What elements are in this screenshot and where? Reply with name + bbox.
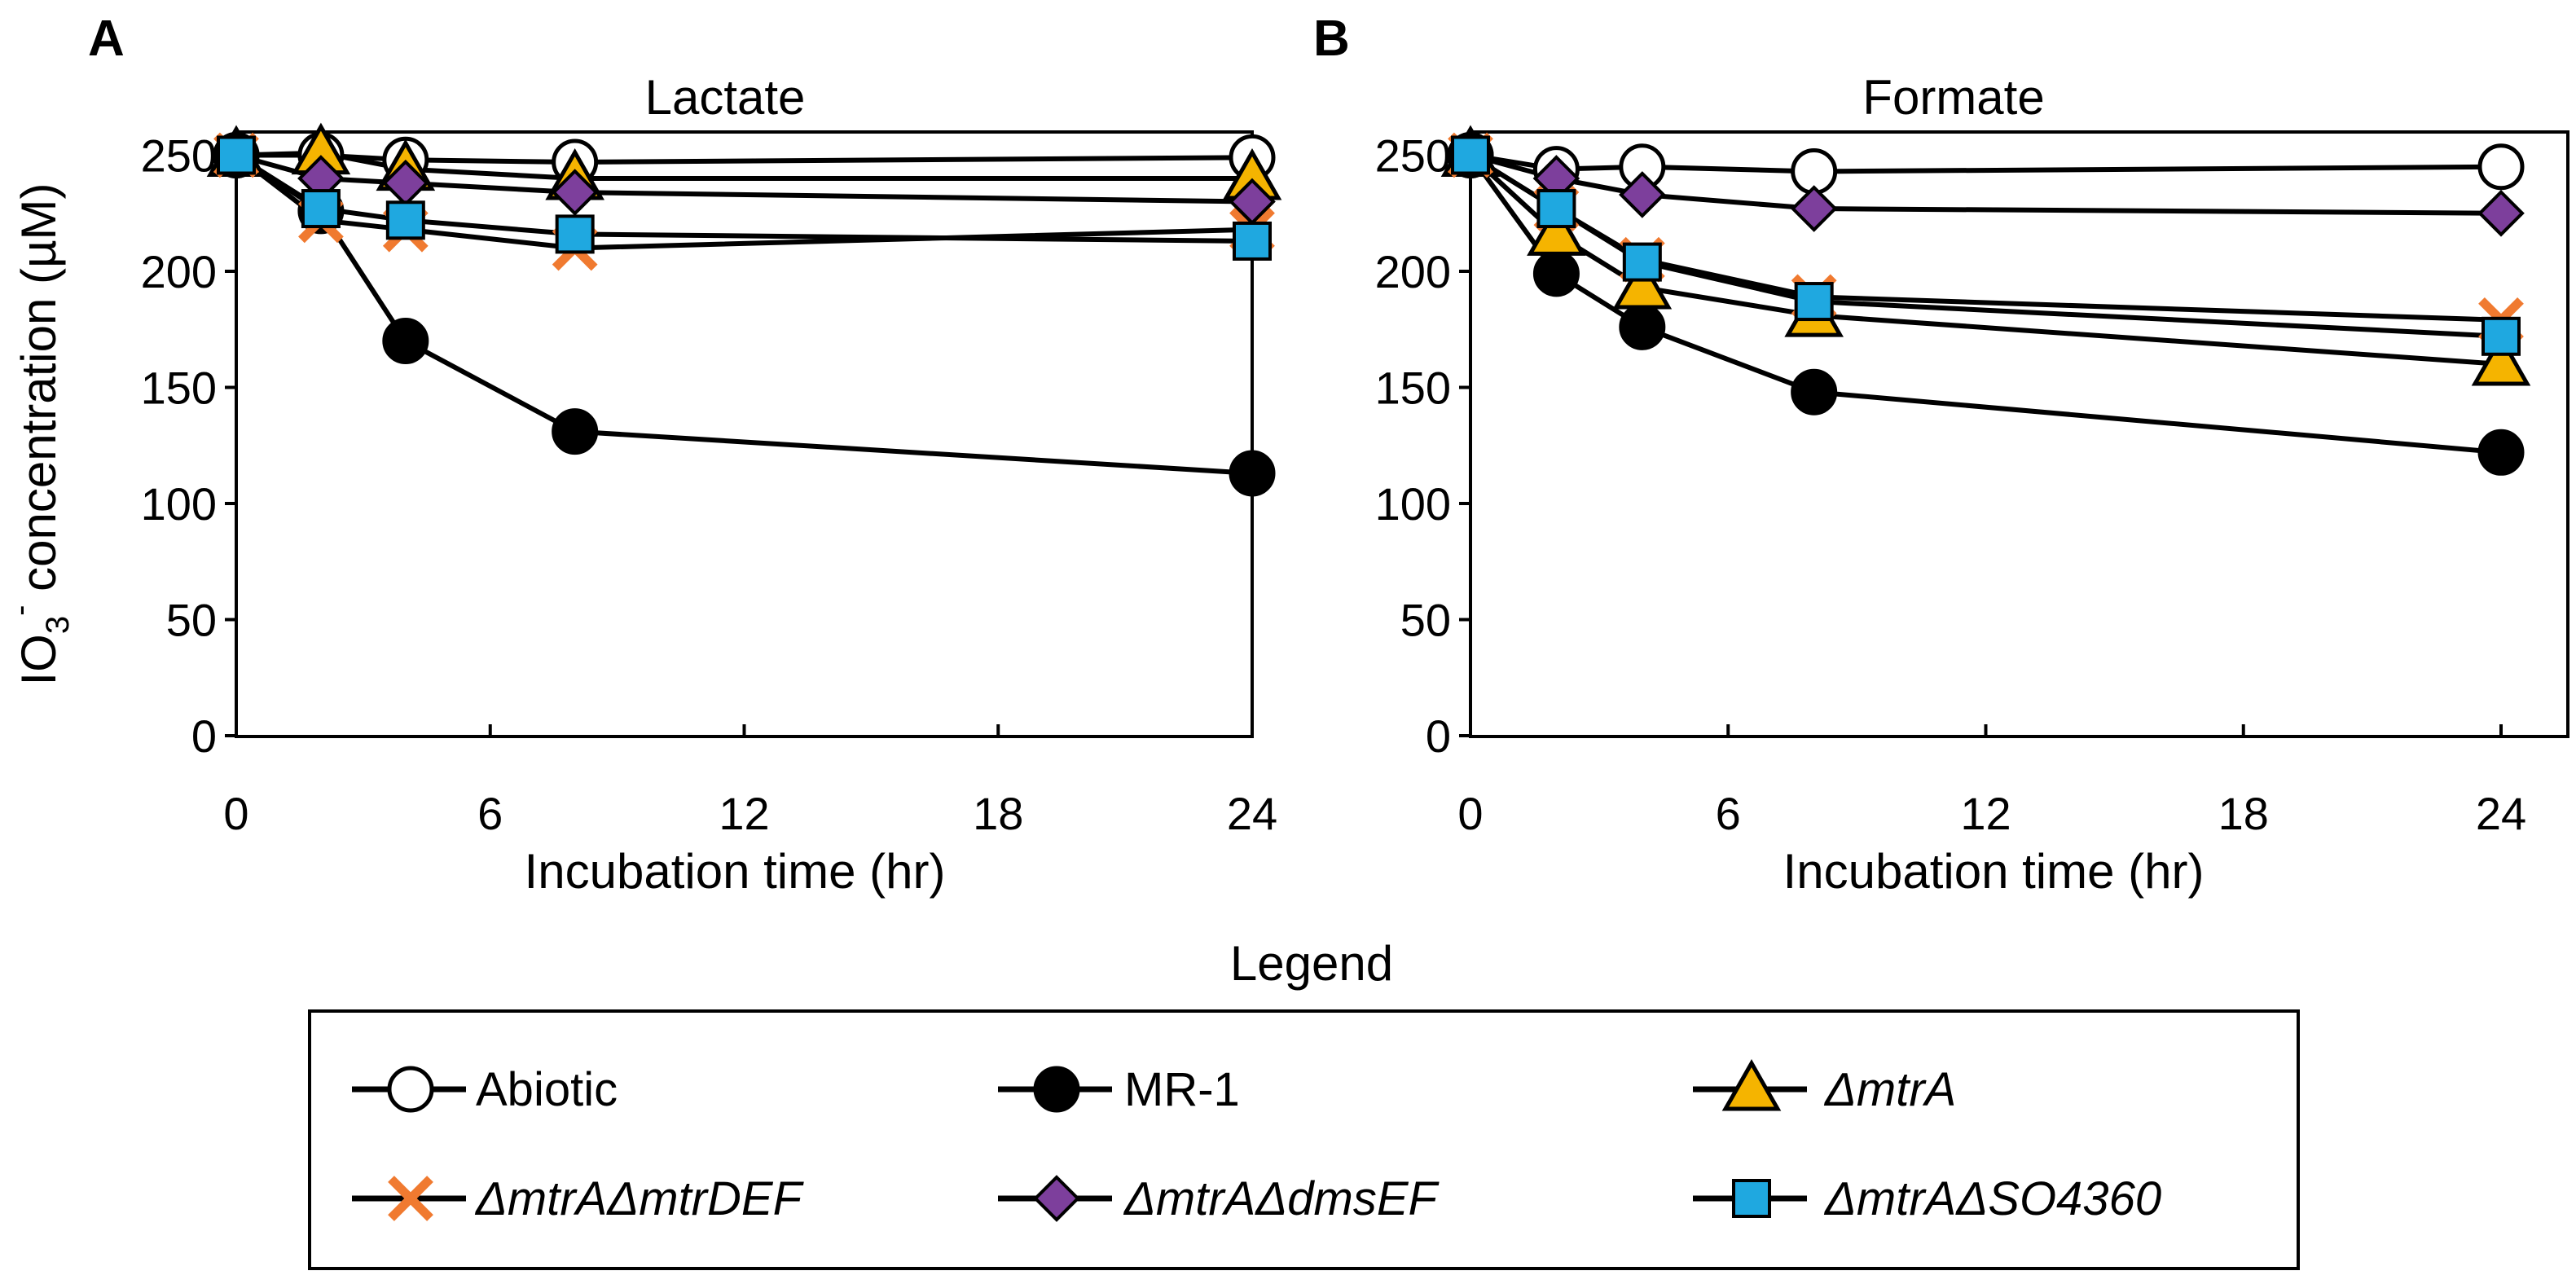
legend-label-delta-mtradelta-so4360: ΔmtrAΔSO4360 <box>1823 1172 2161 1225</box>
x-tick-label-b: 18 <box>2218 788 2269 839</box>
y-tick-label-a: 150 <box>141 363 217 414</box>
y-tick-label-b: 100 <box>1375 478 1451 530</box>
data-point-delta-mtradelta-dmsef-b <box>1619 171 1666 218</box>
y-tick-label-b: 150 <box>1375 363 1451 414</box>
legend-items: Abiotic MR-1 ΔmtrA ΔmtrAΔmtrDEF ΔmtrAΔdmsEF Δ… <box>352 1058 2161 1225</box>
data-point-delta-mtradelta-so4360-a <box>301 189 341 229</box>
markers-delta-mtradelta-so4360-b <box>1451 135 2521 356</box>
legend-item-delta-mtradelta-so4360: ΔmtrAΔSO4360 <box>1693 1172 2161 1225</box>
y-tick-label-b: 50 <box>1400 595 1451 646</box>
y-tick-label-a: 200 <box>141 246 217 297</box>
data-point-mr-1-b <box>1532 250 1580 297</box>
y-axis-label-rest: concentration (µM) <box>11 182 66 605</box>
legend-label-delta-mtradelta-dmsef: ΔmtrAΔdmsEF <box>1123 1172 1440 1225</box>
axes-b: 0 50 100 150 200 250 0 6 12 18 24 <box>1375 130 2527 840</box>
x-tick-label-a: 6 <box>477 788 503 839</box>
data-point-delta-mtradelta-dmsef-b <box>1790 185 1838 232</box>
legend-item-delta-mtradelta-mtrdef: ΔmtrAΔmtrDEF <box>352 1172 805 1225</box>
x-tick-label-b: 6 <box>1716 788 1741 839</box>
panel-b-title: Formate <box>1862 70 2044 125</box>
y-axis-label-base: IO <box>11 634 66 685</box>
legend-marker-abiotic <box>387 1066 434 1113</box>
data-point-delta-mtradelta-so4360-b <box>1536 189 1576 229</box>
data-point-delta-mtra-b <box>2471 333 2531 386</box>
x-tick-label-a: 24 <box>1227 788 1277 839</box>
plot-area-a <box>235 130 1254 738</box>
legend-label-delta-mtra: ΔmtrA <box>1823 1063 1956 1116</box>
y-axis-label-sup: - <box>2 605 38 616</box>
data-point-delta-mtradelta-so4360-a <box>385 200 425 240</box>
data-point-mr-1-b <box>2477 429 2525 476</box>
x-tick-label-b: 24 <box>2476 788 2526 839</box>
series-group-a <box>206 122 1282 497</box>
y-axis-label: IO3- concentration (µM) <box>2 182 76 685</box>
data-point-mr-1-a <box>552 408 599 455</box>
plot-area-b <box>1469 130 2569 738</box>
legend: Legend Abiotic MR-1 ΔmtrA ΔmtrAΔmtrDEF ΔmtrA… <box>308 936 2300 1270</box>
x-axis-label-a: Incubation time (hr) <box>525 844 946 899</box>
x-tick-label-a: 18 <box>973 788 1023 839</box>
data-point-mr-1-a <box>1229 450 1276 497</box>
legend-item-delta-mtradelta-dmsef: ΔmtrAΔdmsEF <box>998 1172 1440 1225</box>
y-tick-label-a: 100 <box>141 478 217 530</box>
y-tick-label-b: 0 <box>1426 710 1451 762</box>
data-point-delta-mtradelta-dmsef-b <box>2477 189 2525 237</box>
data-point-delta-mtradelta-so4360-b <box>1794 282 1834 322</box>
panel-letter-b: B <box>1313 11 1350 67</box>
legend-marker-delta-mtradelta-dmsef <box>1033 1175 1080 1222</box>
legend-item-mr-1: MR-1 <box>998 1063 1240 1116</box>
data-point-delta-mtradelta-so4360-a <box>1233 221 1272 261</box>
data-point-mr-1-a <box>382 318 429 364</box>
markers-abiotic-b <box>1447 132 2525 195</box>
data-point-mr-1-b <box>1791 368 1838 416</box>
x-tick-label-a: 0 <box>223 788 248 839</box>
panel-a-title: Lactate <box>645 70 806 125</box>
data-point-delta-mtra-b <box>1612 257 1673 310</box>
legend-marker-delta-mtradelta-so4360 <box>1732 1179 1771 1218</box>
legend-marker-delta-mtra <box>1721 1058 1782 1111</box>
legend-item-abiotic: Abiotic <box>352 1063 618 1116</box>
y-tick-label-b: 250 <box>1375 130 1451 182</box>
y-axis-label-sub: 3 <box>40 616 76 634</box>
legend-label-abiotic: Abiotic <box>476 1063 618 1116</box>
x-tick-label-b: 0 <box>1457 788 1483 839</box>
data-point-delta-mtradelta-so4360-b <box>1622 242 1662 282</box>
legend-marker-delta-mtradelta-mtrdef <box>388 1176 433 1221</box>
data-point-abiotic-b <box>2477 143 2525 191</box>
axes-a: 0 50 100 150 200 250 0 6 12 18 24 <box>141 130 1278 840</box>
series-group-b <box>1440 125 2531 476</box>
x-tick-label-b: 12 <box>1960 788 2011 839</box>
panel-b: B Formate 0 50 100 150 200 250 0 6 12 18 24 Incuba… <box>1313 11 2569 899</box>
legend-box <box>308 1009 2300 1270</box>
data-point-delta-mtradelta-so4360-a <box>217 135 256 175</box>
y-tick-label-a: 0 <box>191 710 217 762</box>
data-point-delta-mtradelta-dmsef-a <box>551 169 599 216</box>
panel-letter-a: A <box>88 11 125 67</box>
x-tick-label-a: 12 <box>719 788 769 839</box>
legend-label-mr-1: MR-1 <box>1124 1063 1240 1116</box>
markers-delta-mtradelta-so4360-a <box>217 135 1272 261</box>
data-point-delta-mtradelta-so4360-b <box>1451 135 1490 175</box>
y-tick-label-b: 200 <box>1375 246 1451 297</box>
data-point-delta-mtra-b <box>1527 204 1586 256</box>
data-point-mr-1-b <box>1619 303 1666 350</box>
legend-label-delta-mtradelta-mtrdef: ΔmtrAΔmtrDEF <box>474 1172 805 1225</box>
legend-title: Legend <box>1230 936 1393 991</box>
panel-a: A Lactate 0 50 100 150 200 250 0 6 12 18 24 Incuba… <box>88 11 1282 899</box>
legend-item-delta-mtra: ΔmtrA <box>1693 1058 1956 1116</box>
y-tick-label-a: 250 <box>141 130 217 182</box>
y-tick-label-a: 50 <box>166 595 217 646</box>
x-axis-label-b: Incubation time (hr) <box>1783 844 2205 899</box>
data-point-delta-mtradelta-so4360-a <box>555 214 595 254</box>
data-point-delta-mtradelta-so4360-b <box>2481 316 2521 356</box>
markers-delta-mtradelta-dmsef-b <box>1447 131 2525 237</box>
legend-marker-mr-1 <box>1033 1066 1080 1113</box>
